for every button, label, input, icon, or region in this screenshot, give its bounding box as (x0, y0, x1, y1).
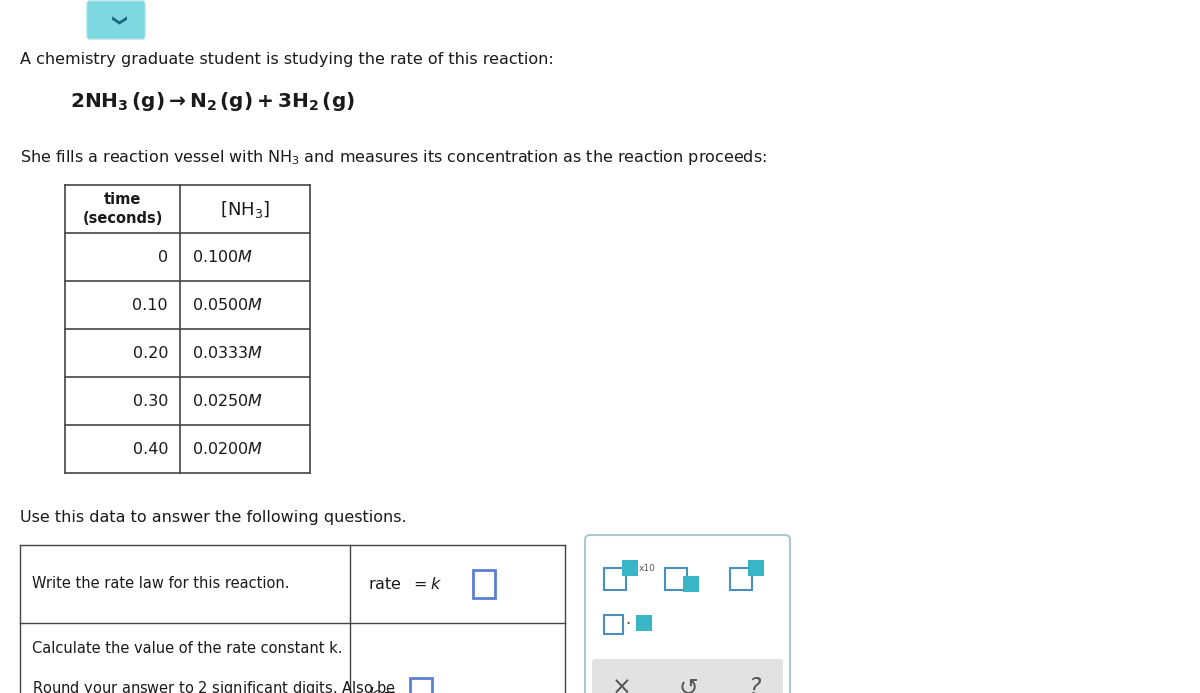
Text: 0.30: 0.30 (133, 394, 168, 408)
Text: x10: x10 (640, 564, 656, 573)
Bar (622, 560, 638, 576)
Text: 0.20: 0.20 (132, 346, 168, 360)
Bar (683, 576, 698, 592)
Text: She fills a reaction vessel with NH$_3$ and measures its concentration as the re: She fills a reaction vessel with NH$_3$ … (20, 148, 767, 167)
Text: $0.0250\mathit{M}$: $0.0250\mathit{M}$ (192, 393, 263, 409)
Text: $0.0200\mathit{M}$: $0.0200\mathit{M}$ (192, 441, 263, 457)
Text: 0.10: 0.10 (132, 297, 168, 313)
Bar (748, 560, 764, 576)
Text: Calculate the value of the rate constant k.: Calculate the value of the rate constant… (32, 641, 342, 656)
Text: Round your answer to $2$ significant digits. Also be: Round your answer to $2$ significant dig… (32, 679, 396, 693)
Bar (665, 568, 686, 590)
FancyBboxPatch shape (88, 1, 145, 39)
Bar (636, 615, 652, 631)
Text: ❯: ❯ (108, 15, 124, 28)
Text: time
(seconds): time (seconds) (83, 191, 163, 227)
Text: Write the rate law for this reaction.: Write the rate law for this reaction. (32, 577, 289, 592)
Text: 0: 0 (158, 249, 168, 265)
FancyBboxPatch shape (592, 659, 784, 693)
Text: rate  $= k$: rate $= k$ (368, 576, 442, 592)
Text: ?: ? (748, 676, 761, 693)
Bar (604, 615, 623, 634)
Text: $0.0333\mathit{M}$: $0.0333\mathit{M}$ (192, 345, 263, 361)
Text: ↺: ↺ (678, 676, 698, 693)
Text: $\left[\mathrm{NH_3}\right]$: $\left[\mathrm{NH_3}\right]$ (220, 198, 270, 220)
Bar (410, 678, 432, 693)
Text: Use this data to answer the following questions.: Use this data to answer the following qu… (20, 510, 407, 525)
Text: $\mathbf{2NH_3}$$\mathbf{\,(g) \rightarrow N_2\,(g) + 3H_2\,(g)}$: $\mathbf{2NH_3}$$\mathbf{\,(g) \rightarr… (70, 90, 355, 113)
Bar (604, 568, 626, 590)
Text: $0.100\mathit{M}$: $0.100\mathit{M}$ (192, 249, 253, 265)
Text: 0.40: 0.40 (132, 441, 168, 457)
Text: $0.0500\mathit{M}$: $0.0500\mathit{M}$ (192, 297, 263, 313)
Bar (473, 570, 496, 598)
Text: A chemistry graduate student is studying the rate of this reaction:: A chemistry graduate student is studying… (20, 52, 553, 67)
Text: $k$ =: $k$ = (368, 686, 396, 693)
FancyBboxPatch shape (586, 535, 790, 693)
Text: ×: × (612, 676, 632, 693)
Text: ·: · (625, 615, 631, 633)
Bar (730, 568, 752, 590)
